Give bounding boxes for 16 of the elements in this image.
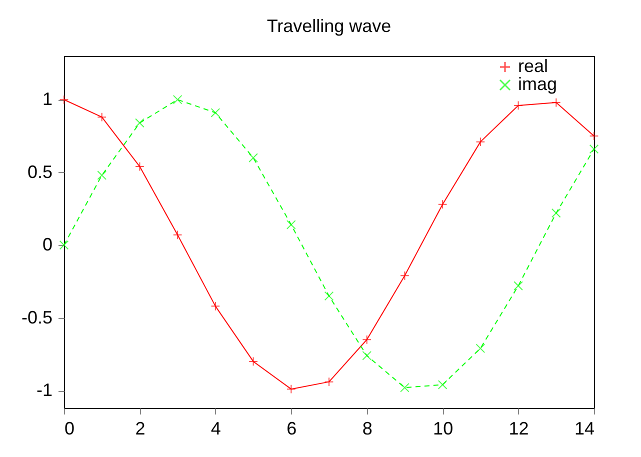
y-tick-label: 0.5 [27,162,52,182]
x-tick-label: 10 [433,418,454,438]
chart-title: Travelling wave [266,16,392,36]
legend-label: imag [518,74,558,94]
y-tick-label: 1 [42,89,52,110]
x-tick-label: 8 [362,418,372,438]
y-tick-label: -0.5 [21,307,52,328]
legend-label: real [518,56,548,76]
x-tick-label: 4 [210,418,221,438]
x-tick-label: 2 [135,418,146,438]
x-tick-label: 6 [286,418,297,438]
x-tick-label: 12 [508,418,529,438]
x-tick-label: 14 [574,418,594,438]
y-tick-label: -1 [36,380,52,400]
x-tick-label: 0 [64,418,75,438]
y-tick-label: 0 [42,234,52,255]
